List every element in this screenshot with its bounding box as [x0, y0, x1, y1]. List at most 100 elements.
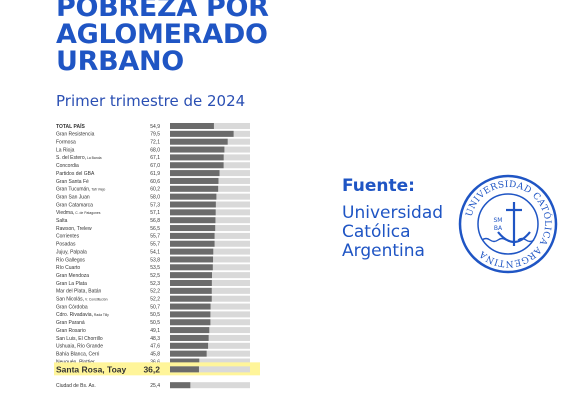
seal-initials-bottom: BA — [494, 225, 503, 232]
value-label-24: 50,5 — [150, 312, 160, 318]
category-label-10: Gran Catamarca — [56, 202, 93, 208]
bar-22 — [170, 295, 212, 302]
water-waves-icon — [481, 237, 535, 243]
category-label-9: Gran San Juan — [56, 194, 90, 200]
category-label-22: San Nicolás, V. Constitución — [56, 297, 108, 303]
value-label-5: 67,0 — [150, 163, 160, 169]
bar-track — [170, 366, 250, 373]
value-label-1: 79,5 — [150, 132, 160, 138]
category-label-25: Gran Paraná — [56, 320, 85, 326]
bar-15 — [170, 240, 215, 247]
category-label-2: Formosa — [56, 140, 76, 146]
value-label-4: 67,1 — [150, 155, 160, 161]
bar-30 — [170, 358, 200, 365]
bar-23 — [170, 303, 211, 310]
category-label-32: Ciudad de Bs. As. — [56, 383, 96, 389]
value-label-19: 52,5 — [150, 273, 160, 279]
chart-subtitle: Primer trimestre de 2024 — [56, 92, 246, 110]
category-label-0: TOTAL PAÍS — [56, 122, 85, 130]
value-label-12: 56,8 — [150, 218, 160, 224]
bar-14 — [170, 232, 215, 239]
value-label-6: 61,9 — [150, 171, 160, 177]
value-label-29: 45,8 — [150, 351, 160, 357]
value-label-8: 60,2 — [150, 187, 160, 193]
bar-20 — [170, 280, 212, 286]
bar-25 — [170, 319, 211, 326]
value-label-3: 68,0 — [150, 147, 160, 153]
bar-11 — [170, 209, 216, 216]
bar-16 — [170, 248, 214, 255]
value-label-32: 25,4 — [150, 383, 160, 389]
bar-track — [170, 334, 250, 341]
bar-6 — [170, 170, 220, 177]
value-label-15: 55,7 — [150, 242, 160, 248]
title-line-2: AGLOMERADO — [56, 19, 268, 50]
category-label-5: Concordia — [56, 163, 79, 169]
bar-track — [170, 327, 250, 334]
bar-1 — [170, 130, 234, 137]
value-label-7: 60,6 — [150, 179, 160, 185]
category-label-8: Gran Tucumán, Tafí Viejo — [56, 187, 105, 193]
category-label-12: Salta — [56, 218, 68, 224]
value-label-18: 53,5 — [150, 265, 160, 271]
category-label-21: Mar del Plata, Batán — [56, 289, 102, 295]
source-name-line-2: Católica — [342, 222, 411, 242]
bar-19 — [170, 272, 212, 279]
bar-18 — [170, 264, 213, 271]
title-line-3: URBANO — [56, 46, 184, 77]
value-label-26: 49,1 — [150, 328, 160, 334]
value-label-30: 36,6 — [150, 359, 160, 365]
chart-title: POBREZA POR AGLOMERADO URBANO — [56, 0, 269, 75]
bar-4 — [170, 154, 224, 161]
value-label-21: 52,2 — [150, 289, 160, 295]
category-label-23: Gran Córdoba — [56, 304, 88, 310]
category-label-11: Viedma, C. de Patagones — [56, 210, 101, 216]
bar-24 — [170, 311, 211, 318]
bar-17 — [170, 256, 214, 263]
anchor-cross-icon — [497, 202, 531, 246]
bar-track — [170, 382, 250, 389]
seal-outer-ring — [458, 174, 558, 274]
category-label-26: Gran Rosario — [56, 328, 86, 334]
category-label-4: S. del Estero, La Banda — [56, 155, 102, 161]
value-label-25: 50,5 — [150, 320, 160, 326]
value-label-17: 53,8 — [150, 257, 160, 263]
category-label-6: Partidos del GBA — [56, 171, 95, 177]
category-label-17: Río Gallegos — [56, 257, 85, 263]
category-label-19: Gran Mendoza — [56, 273, 89, 279]
category-label-7: Gran Santa Fé — [56, 179, 89, 185]
value-label-27: 48,3 — [150, 336, 160, 342]
seal-initials-top: SM — [494, 217, 503, 224]
bar-32 — [170, 382, 191, 389]
bar-12 — [170, 217, 216, 224]
bar-3 — [170, 146, 225, 153]
value-label-10: 57,3 — [150, 202, 160, 208]
value-label-22: 52,2 — [150, 297, 160, 303]
category-label-3: La Rioja — [56, 147, 75, 153]
value-label-23: 50,7 — [150, 304, 160, 310]
category-label-28: Ushuaia, Río Grande — [56, 344, 103, 350]
value-label-14: 55,7 — [150, 234, 160, 240]
category-label-14: Corrientes — [56, 234, 80, 240]
value-label-9: 58,0 — [150, 194, 160, 200]
bar-8 — [170, 185, 219, 192]
uca-seal-logo: UNIVERSIDAD CATÓLICA ARGENTINA SM BA — [458, 174, 558, 274]
category-label-18: Río Cuarto — [56, 265, 80, 271]
category-label-31: Santa Rosa, Toay — [56, 364, 126, 374]
bar-0 — [170, 123, 214, 129]
bar-track — [170, 358, 250, 365]
bar-track — [170, 350, 250, 357]
bar-7 — [170, 177, 219, 184]
seal-inner-ring — [477, 193, 539, 255]
bar-5 — [170, 162, 224, 169]
value-label-2: 72,1 — [150, 140, 160, 146]
source-label: Fuente: — [342, 176, 415, 196]
source-name-line-1: Universidad — [342, 203, 444, 223]
bar-track — [170, 342, 250, 349]
category-label-16: Jujuy, Palpala — [56, 249, 87, 255]
value-label-13: 56,5 — [150, 226, 160, 232]
category-label-13: Rawson, Trelew — [56, 226, 92, 232]
category-label-27: San Luis, El Chorrillo — [56, 336, 103, 342]
bar-31 — [170, 366, 199, 373]
